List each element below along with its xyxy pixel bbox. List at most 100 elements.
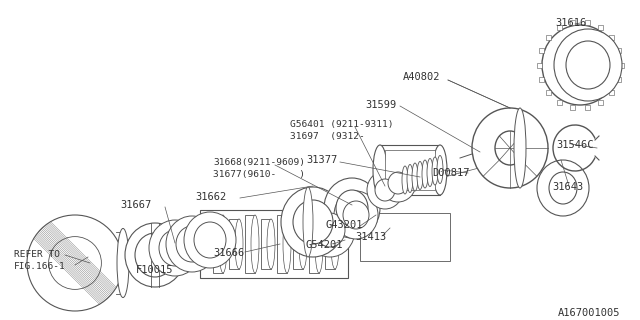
Text: 31377: 31377	[306, 155, 337, 165]
Bar	[200, 210, 348, 278]
Ellipse shape	[267, 219, 275, 269]
Bar	[385, 150, 435, 190]
Ellipse shape	[554, 29, 622, 101]
Ellipse shape	[412, 163, 418, 191]
Ellipse shape	[283, 215, 291, 273]
Ellipse shape	[427, 158, 433, 187]
Bar	[618, 62, 623, 68]
Ellipse shape	[388, 172, 408, 194]
Ellipse shape	[117, 228, 129, 298]
Ellipse shape	[380, 164, 416, 202]
Ellipse shape	[334, 191, 378, 239]
Ellipse shape	[303, 187, 313, 257]
Text: D00817: D00817	[432, 168, 470, 178]
Ellipse shape	[299, 219, 307, 269]
Ellipse shape	[125, 223, 185, 287]
Bar	[245, 215, 255, 273]
Bar	[213, 215, 223, 273]
Ellipse shape	[433, 145, 447, 195]
Ellipse shape	[166, 216, 218, 272]
Ellipse shape	[235, 219, 243, 269]
Text: F10015: F10015	[136, 265, 173, 275]
Circle shape	[27, 215, 123, 311]
Bar	[598, 25, 603, 30]
Ellipse shape	[251, 215, 259, 273]
Text: G43201: G43201	[325, 220, 362, 230]
Text: 31599: 31599	[365, 100, 396, 110]
Ellipse shape	[149, 220, 201, 276]
Ellipse shape	[336, 190, 368, 226]
Ellipse shape	[373, 145, 387, 195]
Bar	[616, 48, 621, 53]
Text: 31662: 31662	[195, 192, 227, 202]
Bar	[616, 77, 621, 82]
Ellipse shape	[486, 139, 498, 155]
Ellipse shape	[422, 160, 428, 188]
Ellipse shape	[293, 200, 333, 244]
Ellipse shape	[437, 156, 443, 183]
Bar	[609, 90, 614, 95]
Text: 31616: 31616	[555, 18, 586, 28]
Ellipse shape	[367, 171, 403, 209]
Ellipse shape	[542, 25, 618, 105]
Bar	[325, 219, 335, 269]
Ellipse shape	[159, 230, 191, 266]
Ellipse shape	[324, 178, 380, 238]
Text: 31667: 31667	[120, 200, 151, 210]
Bar	[557, 100, 562, 105]
Ellipse shape	[331, 219, 339, 269]
Bar	[584, 20, 589, 25]
Text: 31668(9211-9609): 31668(9211-9609)	[213, 158, 305, 167]
Text: 31643: 31643	[552, 182, 583, 192]
Bar	[557, 25, 562, 30]
Text: A167001005: A167001005	[557, 308, 620, 318]
Bar	[546, 35, 551, 40]
Bar	[546, 90, 551, 95]
Bar	[360, 213, 450, 261]
Bar	[570, 105, 575, 110]
Bar	[536, 62, 541, 68]
Ellipse shape	[407, 164, 413, 193]
Text: G54201: G54201	[305, 240, 342, 250]
Ellipse shape	[135, 233, 175, 277]
Text: 31677(9610-    ): 31677(9610- )	[213, 170, 305, 179]
Ellipse shape	[472, 108, 548, 188]
Bar	[570, 20, 575, 25]
Ellipse shape	[315, 215, 323, 273]
Ellipse shape	[549, 172, 577, 204]
Ellipse shape	[375, 179, 395, 201]
Text: A40802: A40802	[403, 72, 440, 82]
Bar	[539, 77, 544, 82]
Ellipse shape	[281, 187, 345, 257]
Bar	[229, 219, 239, 269]
Ellipse shape	[432, 157, 438, 185]
Bar	[598, 100, 603, 105]
Ellipse shape	[555, 38, 605, 92]
Text: 31666: 31666	[213, 248, 244, 258]
Text: REFER TO: REFER TO	[14, 250, 60, 259]
Ellipse shape	[305, 203, 355, 257]
Ellipse shape	[219, 215, 227, 273]
Ellipse shape	[566, 41, 610, 89]
Ellipse shape	[184, 212, 236, 268]
Text: 31546C: 31546C	[556, 140, 593, 150]
Ellipse shape	[194, 222, 226, 258]
Bar	[584, 105, 589, 110]
Ellipse shape	[417, 162, 423, 189]
Bar	[539, 48, 544, 53]
Ellipse shape	[495, 131, 525, 165]
Text: FIG.166-1: FIG.166-1	[14, 262, 66, 271]
Ellipse shape	[176, 226, 208, 262]
Ellipse shape	[514, 108, 526, 188]
Ellipse shape	[315, 213, 345, 247]
Bar	[277, 215, 287, 273]
Ellipse shape	[402, 166, 408, 194]
Bar	[293, 219, 303, 269]
Bar	[261, 219, 271, 269]
Bar	[309, 215, 319, 273]
Ellipse shape	[343, 201, 369, 229]
Text: 31697  (9312-: 31697 (9312-	[290, 132, 365, 141]
Ellipse shape	[495, 137, 505, 151]
Bar	[609, 35, 614, 40]
Bar	[380, 145, 440, 195]
